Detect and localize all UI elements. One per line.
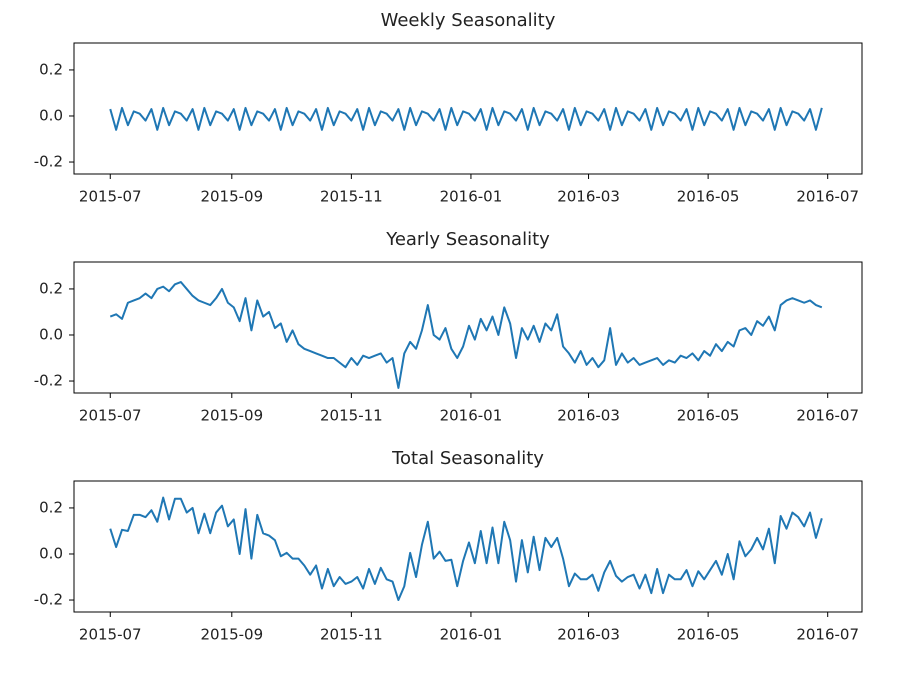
- y-tick-label: -0.2: [34, 591, 63, 609]
- x-tick-label: 2015-11: [320, 626, 383, 644]
- chart-title: Yearly Seasonality: [385, 229, 550, 250]
- y-tick-label: 0.2: [39, 498, 63, 516]
- x-tick-label: 2015-11: [320, 188, 383, 206]
- plot-frame: [73, 42, 863, 175]
- x-tick-label: 2016-05: [677, 407, 740, 425]
- x-tick-label: 2016-07: [796, 407, 859, 425]
- x-tick-label: 2015-09: [200, 188, 263, 206]
- y-tick-label: 0.0: [39, 325, 63, 343]
- chart-title: Total Seasonality: [391, 448, 544, 469]
- x-tick-label: 2016-01: [440, 188, 503, 206]
- y-tick-label: 0.2: [39, 60, 63, 78]
- y-tick-label: 0.0: [39, 106, 63, 124]
- x-tick-label: 2015-11: [320, 407, 383, 425]
- y-tick-label: 0.0: [39, 544, 63, 562]
- series-line: [109, 496, 823, 602]
- x-tick-label: 2016-03: [557, 626, 620, 644]
- x-tick-label: 2016-05: [677, 188, 740, 206]
- x-tick-label: 2016-03: [557, 188, 620, 206]
- x-tick-label: 2015-07: [79, 626, 142, 644]
- y-tick-label: 0.2: [39, 279, 63, 297]
- x-tick-label: 2016-03: [557, 407, 620, 425]
- x-tick-label: 2015-09: [200, 626, 263, 644]
- y-tick-label: -0.2: [34, 372, 63, 390]
- x-tick-label: 2015-07: [79, 188, 142, 206]
- chart-title: Weekly Seasonality: [381, 10, 556, 31]
- plot-frame: [73, 480, 863, 613]
- y-tick-label: -0.2: [34, 153, 63, 171]
- plot-frame: [73, 261, 863, 394]
- x-tick-label: 2015-07: [79, 407, 142, 425]
- x-tick-label: 2016-01: [440, 407, 503, 425]
- x-tick-label: 2016-07: [796, 188, 859, 206]
- x-tick-label: 2016-07: [796, 626, 859, 644]
- x-tick-label: 2016-05: [677, 626, 740, 644]
- x-tick-label: 2016-01: [440, 626, 503, 644]
- series-line: [109, 106, 823, 131]
- x-tick-label: 2015-09: [200, 407, 263, 425]
- series-line: [109, 281, 823, 389]
